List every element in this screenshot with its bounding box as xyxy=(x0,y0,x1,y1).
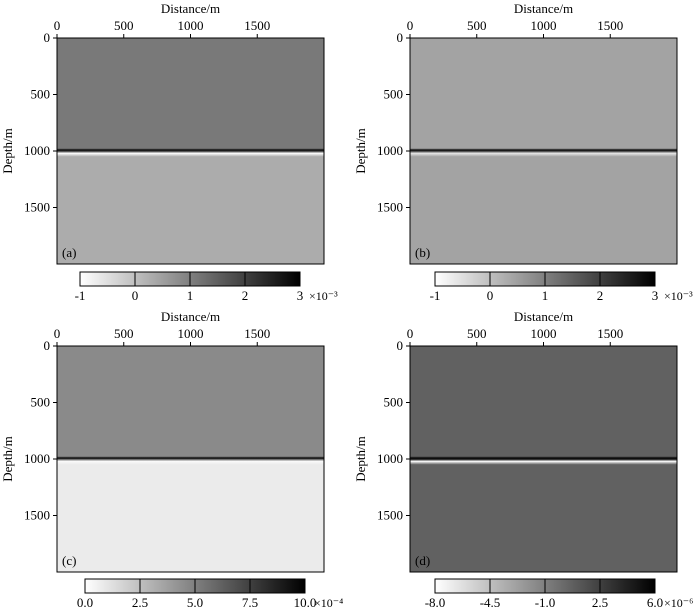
y-axis-label: Depth/m xyxy=(0,436,15,482)
x-tick-label: 0 xyxy=(54,326,61,341)
colorbar-tick-label: 1 xyxy=(187,288,194,303)
x-tick-label: 1000 xyxy=(531,326,557,341)
colorbar: -1 0 1 2 3 ×10⁻³ xyxy=(75,271,338,303)
x-tick-label: 1500 xyxy=(244,326,270,341)
y-tick-label: 1000 xyxy=(377,143,403,158)
colorbar-tick-label: 10.0 xyxy=(294,595,317,610)
colorbar-exponent: ×10⁻⁴ xyxy=(314,596,343,610)
y-tick-label: 1500 xyxy=(24,200,50,215)
y-tick-label: 0 xyxy=(44,30,51,45)
image-field xyxy=(410,346,677,572)
x-tick-label: 1000 xyxy=(531,18,557,33)
colorbar-tick-label: -1 xyxy=(430,288,441,303)
y-tick-label: 1500 xyxy=(377,200,403,215)
x-tick-label: 1000 xyxy=(178,18,204,33)
x-tick-label: 0 xyxy=(54,18,61,33)
colorbar-tick-label: 6.0 xyxy=(647,595,663,610)
colorbar-tick-label: 2.5 xyxy=(592,595,608,610)
image-field xyxy=(57,346,324,572)
x-axis-label: Distance/m xyxy=(514,1,573,16)
colorbar-tick-label: 2.5 xyxy=(132,595,148,610)
panel-c: 0 500 1000 1500 Distance/m 0 500 1000 1500 Depth/… xyxy=(0,309,343,610)
y-tick-label: 500 xyxy=(31,395,51,410)
colorbar-tick-label: 0 xyxy=(132,288,139,303)
y-axis-label: Depth/m xyxy=(0,128,15,174)
y-tick-label: 0 xyxy=(44,338,51,353)
x-axis-label: Distance/m xyxy=(161,1,220,16)
colorbar-tick-label: 0.0 xyxy=(77,595,93,610)
colorbar-exponent: ×10⁻³ xyxy=(309,289,338,303)
colorbar-tick-label: 5.0 xyxy=(187,595,203,610)
panel-a: 0 500 1000 1500 Distance/m 0 500 1000 1500 Depth/… xyxy=(0,1,338,303)
y-tick-label: 1500 xyxy=(24,508,50,523)
panel-label: (b) xyxy=(415,245,430,260)
colorbar-tick-label: 2 xyxy=(597,288,604,303)
colorbar-tick-label: 2 xyxy=(242,288,249,303)
x-tick-label: 500 xyxy=(467,18,487,33)
y-tick-label: 1000 xyxy=(24,451,50,466)
y-tick-label: 500 xyxy=(384,395,404,410)
y-tick-label: 1000 xyxy=(24,143,50,158)
x-axis-label: Distance/m xyxy=(161,309,220,324)
y-axis-label: Depth/m xyxy=(353,436,368,482)
colorbar: -1 0 1 2 3 ×10⁻³ xyxy=(430,271,693,303)
y-axis-label: Depth/m xyxy=(353,128,368,174)
x-tick-label: 500 xyxy=(114,326,134,341)
x-axis-label: Distance/m xyxy=(514,309,573,324)
y-tick-label: 1500 xyxy=(377,508,403,523)
x-tick-label: 1500 xyxy=(597,326,623,341)
panel-label: (d) xyxy=(415,553,430,568)
x-tick-label: 1000 xyxy=(178,326,204,341)
image-field xyxy=(410,38,677,264)
panel-d: 0 500 1000 1500 Distance/m 0 500 1000 1500 Depth/… xyxy=(353,309,693,610)
y-tick-label: 0 xyxy=(397,338,404,353)
x-tick-label: 1500 xyxy=(244,18,270,33)
x-tick-label: 0 xyxy=(407,326,414,341)
panel-label: (c) xyxy=(62,553,76,568)
panel-label: (a) xyxy=(62,245,76,260)
x-tick-label: 0 xyxy=(407,18,414,33)
colorbar-tick-label: 7.5 xyxy=(242,595,258,610)
colorbar-exponent: ×10⁻⁶ xyxy=(664,596,693,610)
colorbar-tick-label: 1 xyxy=(542,288,549,303)
colorbar-tick-label: -1.0 xyxy=(535,595,556,610)
panel-b: 0 500 1000 1500 Distance/m 0 500 1000 1500 Depth/… xyxy=(353,1,693,303)
y-tick-label: 500 xyxy=(31,87,51,102)
y-tick-label: 1000 xyxy=(377,451,403,466)
y-tick-label: 500 xyxy=(384,87,404,102)
image-field xyxy=(57,38,324,264)
colorbar-tick-label: -1 xyxy=(75,288,86,303)
colorbar-exponent: ×10⁻³ xyxy=(664,289,693,303)
y-tick-label: 0 xyxy=(397,30,404,45)
colorbar-tick-label: 3 xyxy=(297,288,304,303)
colorbar: 0.0 2.5 5.0 7.5 10.0×10⁻⁴ xyxy=(77,578,343,610)
colorbar: -8.0 -4.5 -1.0 2.5 6.0 ×10⁻⁶ xyxy=(425,578,693,610)
colorbar-tick-label: -4.5 xyxy=(480,595,501,610)
x-tick-label: 500 xyxy=(467,326,487,341)
x-tick-label: 500 xyxy=(114,18,134,33)
colorbar-tick-label: -8.0 xyxy=(425,595,446,610)
colorbar-tick-label: 0 xyxy=(487,288,494,303)
colorbar-tick-label: 3 xyxy=(652,288,659,303)
x-tick-label: 1500 xyxy=(597,18,623,33)
